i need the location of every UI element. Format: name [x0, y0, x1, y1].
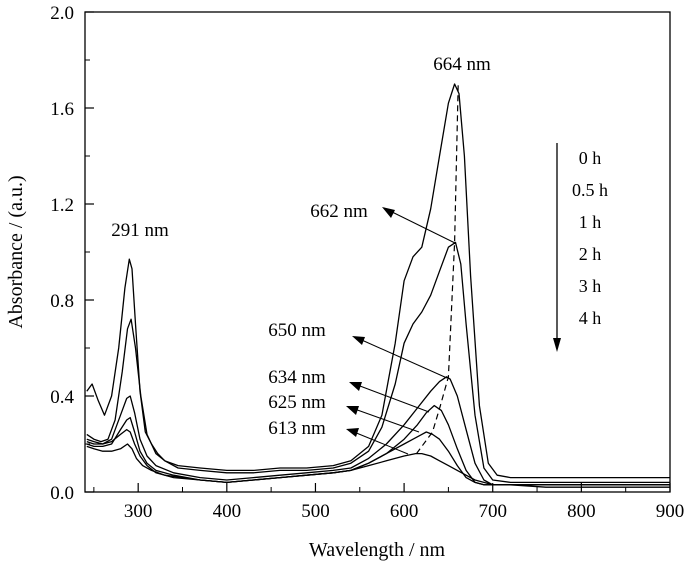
arrow-650nm — [354, 336, 448, 379]
arrowhead-613nm — [346, 428, 359, 437]
y-tick-labels: 0.0 0.4 0.8 1.2 1.6 2.0 — [50, 3, 74, 504]
x-tick-label-300: 300 — [124, 501, 153, 522]
annotation-664nm: 664 nm — [433, 54, 491, 75]
legend: 0 h 0.5 h 1 h 2 h 3 h 4 h — [572, 148, 608, 328]
arrow-625nm — [348, 406, 420, 433]
legend-entry-3h: 3 h — [579, 276, 602, 296]
legend-entry-2h: 2 h — [579, 244, 602, 264]
x-axis-title: Wavelength / nm — [309, 539, 446, 561]
annotation-662nm: 662 nm — [310, 201, 368, 222]
x-tick-label-500: 500 — [301, 501, 330, 522]
legend-entry-1h: 1 h — [579, 212, 602, 232]
annotation-650nm: 650 nm — [268, 320, 326, 341]
arrowhead-625nm — [346, 406, 359, 415]
x-tick-labels: 300 400 500 600 700 800 900 — [124, 501, 684, 522]
series-line-1 — [86, 241, 670, 484]
legend-entry-0.5h: 0.5 h — [572, 180, 608, 200]
series-line-0 — [86, 83, 670, 479]
series-line-2 — [86, 376, 670, 486]
series-line-4 — [86, 428, 670, 486]
y-tick-label-1.6: 1.6 — [50, 99, 74, 120]
y-tick-label-0.0: 0.0 — [50, 483, 74, 504]
peak-shift-dashed-line — [416, 83, 459, 454]
x-tick-label-600: 600 — [390, 501, 419, 522]
y-axis-title: Absorbance / (a.u.) — [5, 175, 27, 328]
annotation-291nm: 291 nm — [111, 220, 169, 241]
y-tick-label-0.4: 0.4 — [50, 387, 74, 408]
spectra-curves — [86, 83, 670, 488]
x-tick-label-700: 700 — [478, 501, 507, 522]
annotation-634nm: 634 nm — [268, 367, 326, 388]
y-tick-label-0.8: 0.8 — [50, 291, 74, 312]
series-line-5 — [86, 443, 670, 488]
annotation-613nm: 613 nm — [268, 418, 326, 439]
y-tick-label-2.0: 2.0 — [50, 3, 74, 24]
arrowhead-634nm — [349, 382, 362, 391]
y-tick-label-1.2: 1.2 — [50, 195, 74, 216]
plot-frame — [84, 11, 671, 493]
legend-entry-0h: 0 h — [579, 148, 602, 168]
arrow-634nm — [351, 382, 430, 413]
arrowhead-650nm — [352, 336, 365, 345]
time-direction-arrowhead — [553, 338, 561, 352]
arrow-662nm — [383, 207, 456, 244]
arrowhead-662nm — [382, 207, 395, 218]
x-tick-label-400: 400 — [213, 501, 242, 522]
annotation-arrows — [348, 207, 456, 455]
x-tick-label-900: 900 — [656, 501, 685, 522]
legend-entry-4h: 4 h — [579, 308, 602, 328]
x-tick-label-800: 800 — [567, 501, 596, 522]
arrow-613nm — [348, 429, 409, 455]
annotation-625nm: 625 nm — [268, 392, 326, 413]
annotation-arrowheads — [346, 207, 395, 437]
